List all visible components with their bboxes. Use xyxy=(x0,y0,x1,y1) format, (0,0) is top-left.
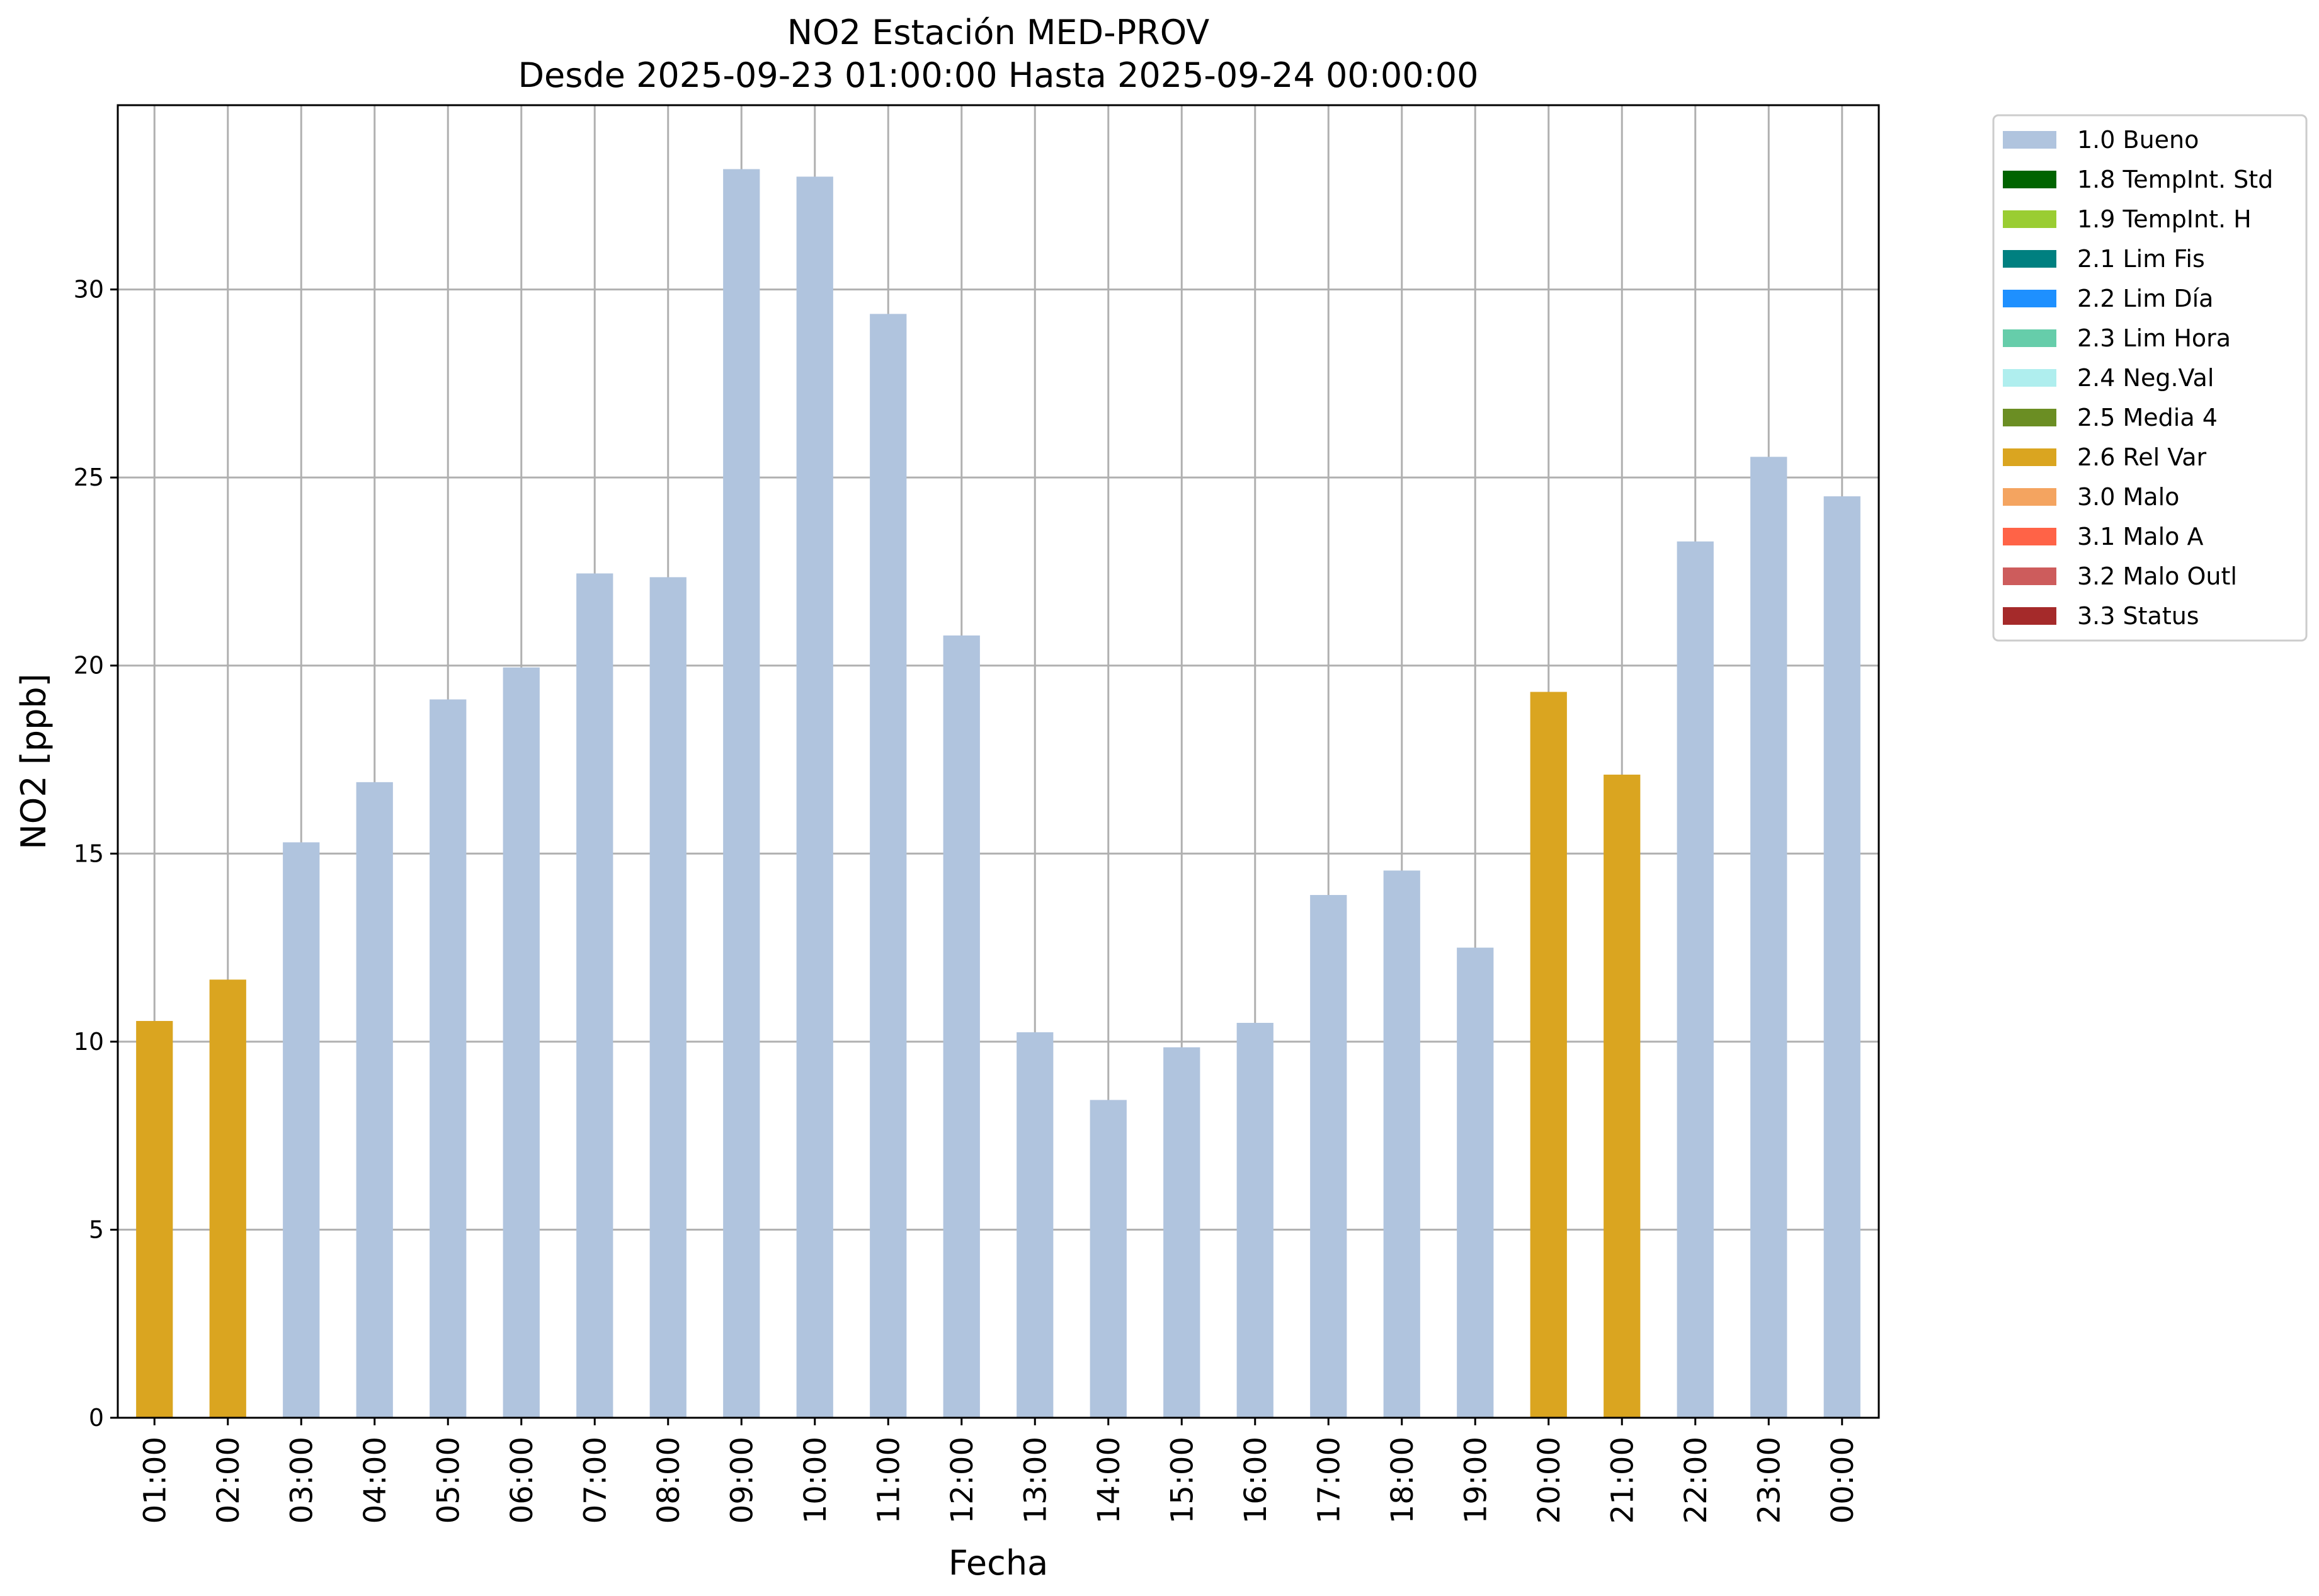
bar-1600 xyxy=(1236,1023,1273,1418)
legend-swatch xyxy=(2003,528,2056,545)
legend-label: 3.2 Malo Outl xyxy=(2077,562,2237,590)
x-tick-label: 14:00 xyxy=(1091,1437,1127,1524)
x-tick-label: 02:00 xyxy=(211,1437,246,1524)
legend-label: 2.2 Lim Día xyxy=(2077,285,2213,312)
y-tick-label: 0 xyxy=(89,1404,104,1432)
legend: 1.0 Bueno 1.8 TempInt. Std 1.9 TempInt. H 2… xyxy=(1992,114,2308,642)
x-tick-label: 23:00 xyxy=(1752,1437,1787,1524)
legend-label: 3.3 Status xyxy=(2077,602,2199,630)
bar-1300 xyxy=(1017,1032,1054,1418)
legend-swatch xyxy=(2003,369,2056,387)
y-tick-label: 20 xyxy=(74,652,104,680)
legend-label: 3.0 Malo xyxy=(2077,483,2179,511)
legend-swatch xyxy=(2003,210,2056,228)
bar-1900 xyxy=(1457,947,1494,1418)
legend-swatch xyxy=(2003,607,2056,625)
x-tick-label: 07:00 xyxy=(578,1437,613,1524)
y-tick-label: 25 xyxy=(74,464,104,491)
y-tick-label: 5 xyxy=(89,1216,104,1243)
x-tick-label: 11:00 xyxy=(871,1437,906,1524)
x-tick-label: 00:00 xyxy=(1825,1437,1860,1524)
y-tick-label: 10 xyxy=(74,1028,104,1056)
bar-1200 xyxy=(943,635,980,1418)
bars xyxy=(136,169,1860,1418)
x-tick-label: 03:00 xyxy=(284,1437,319,1524)
legend-swatch xyxy=(2003,409,2056,426)
legend-label: 1.8 TempInt. Std xyxy=(2077,166,2273,193)
bar-1500 xyxy=(1163,1047,1200,1418)
bar-0400 xyxy=(356,782,393,1418)
x-tick-label: 19:00 xyxy=(1458,1437,1493,1524)
bar-0900 xyxy=(723,169,760,1418)
x-tick-label: 20:00 xyxy=(1532,1437,1567,1524)
x-tick-label: 18:00 xyxy=(1385,1437,1420,1524)
bar-0700 xyxy=(576,573,613,1418)
legend-items: 1.0 Bueno 1.8 TempInt. Std 1.9 TempInt. H 2… xyxy=(2003,126,2273,630)
x-tick-label: 15:00 xyxy=(1165,1437,1200,1524)
bar-1100 xyxy=(870,314,907,1418)
legend-frame xyxy=(1992,114,2308,642)
x-tick-label: 01:00 xyxy=(137,1437,173,1524)
bar-0800 xyxy=(649,577,687,1418)
x-tick-label: 22:00 xyxy=(1678,1437,1714,1524)
y-tick-label: 15 xyxy=(74,840,104,867)
bar-1800 xyxy=(1383,870,1420,1418)
chart-title: NO2 Estación MED-PROV xyxy=(787,13,1209,52)
x-tick-label: 21:00 xyxy=(1605,1437,1640,1524)
legend-swatch xyxy=(2003,171,2056,188)
x-tick-label: 06:00 xyxy=(504,1437,540,1524)
legend-label: 1.0 Bueno xyxy=(2077,126,2199,154)
x-tick-label: 12:00 xyxy=(945,1437,980,1524)
bar-0500 xyxy=(430,699,467,1418)
legend-swatch xyxy=(2003,329,2056,347)
x-tick-label: 16:00 xyxy=(1238,1437,1273,1524)
y-tick-label: 30 xyxy=(74,276,104,304)
bar-0600 xyxy=(503,667,540,1418)
bar-2200 xyxy=(1677,541,1714,1418)
legend-swatch xyxy=(2003,290,2056,307)
x-axis-label: Fecha xyxy=(949,1543,1048,1583)
bar-1400 xyxy=(1090,1100,1127,1418)
x-tick-label: 05:00 xyxy=(431,1437,466,1524)
legend-swatch xyxy=(2003,250,2056,268)
legend-label: 3.1 Malo A xyxy=(2077,523,2203,550)
legend-swatch xyxy=(2003,131,2056,149)
chart-subtitle: Desde 2025-09-23 01:00:00 Hasta 2025-09-… xyxy=(518,55,1478,95)
legend-label: 1.9 TempInt. H xyxy=(2077,205,2252,233)
x-tick-label: 08:00 xyxy=(651,1437,687,1524)
legend-label: 2.6 Rel Var xyxy=(2077,443,2207,471)
bar-0200 xyxy=(209,979,246,1418)
x-tick-label: 04:00 xyxy=(358,1437,393,1524)
legend-swatch xyxy=(2003,488,2056,506)
x-tick-label: 09:00 xyxy=(724,1437,760,1524)
plot-frame xyxy=(117,104,1880,1419)
legend-label: 2.3 Lim Hora xyxy=(2077,324,2231,352)
bar-1700 xyxy=(1310,894,1347,1418)
bar-0000 xyxy=(1823,496,1860,1418)
bar-2000 xyxy=(1530,692,1567,1418)
legend-swatch xyxy=(2003,567,2056,585)
bar-2100 xyxy=(1604,774,1641,1418)
bar-0100 xyxy=(136,1021,173,1418)
x-tick-label: 13:00 xyxy=(1018,1437,1053,1524)
y-axis-ticks: 0 5 10 15 20 25 30 xyxy=(74,276,118,1432)
bar-0300 xyxy=(283,842,320,1418)
x-axis-ticks: 01:00 02:00 03:00 04:00 05:00 06:00 07:00 08:00… xyxy=(137,1418,1860,1524)
legend-label: 2.5 Media 4 xyxy=(2077,404,2218,431)
legend-label: 2.4 Neg.Val xyxy=(2077,364,2214,392)
bar-2300 xyxy=(1750,457,1787,1418)
legend-swatch xyxy=(2003,448,2056,466)
x-tick-label: 10:00 xyxy=(798,1437,833,1524)
legend-label: 2.1 Lim Fis xyxy=(2077,245,2205,273)
x-tick-label: 17:00 xyxy=(1311,1437,1347,1524)
bar-1000 xyxy=(796,176,833,1418)
y-axis-label: NO2 [ppb] xyxy=(14,673,54,849)
